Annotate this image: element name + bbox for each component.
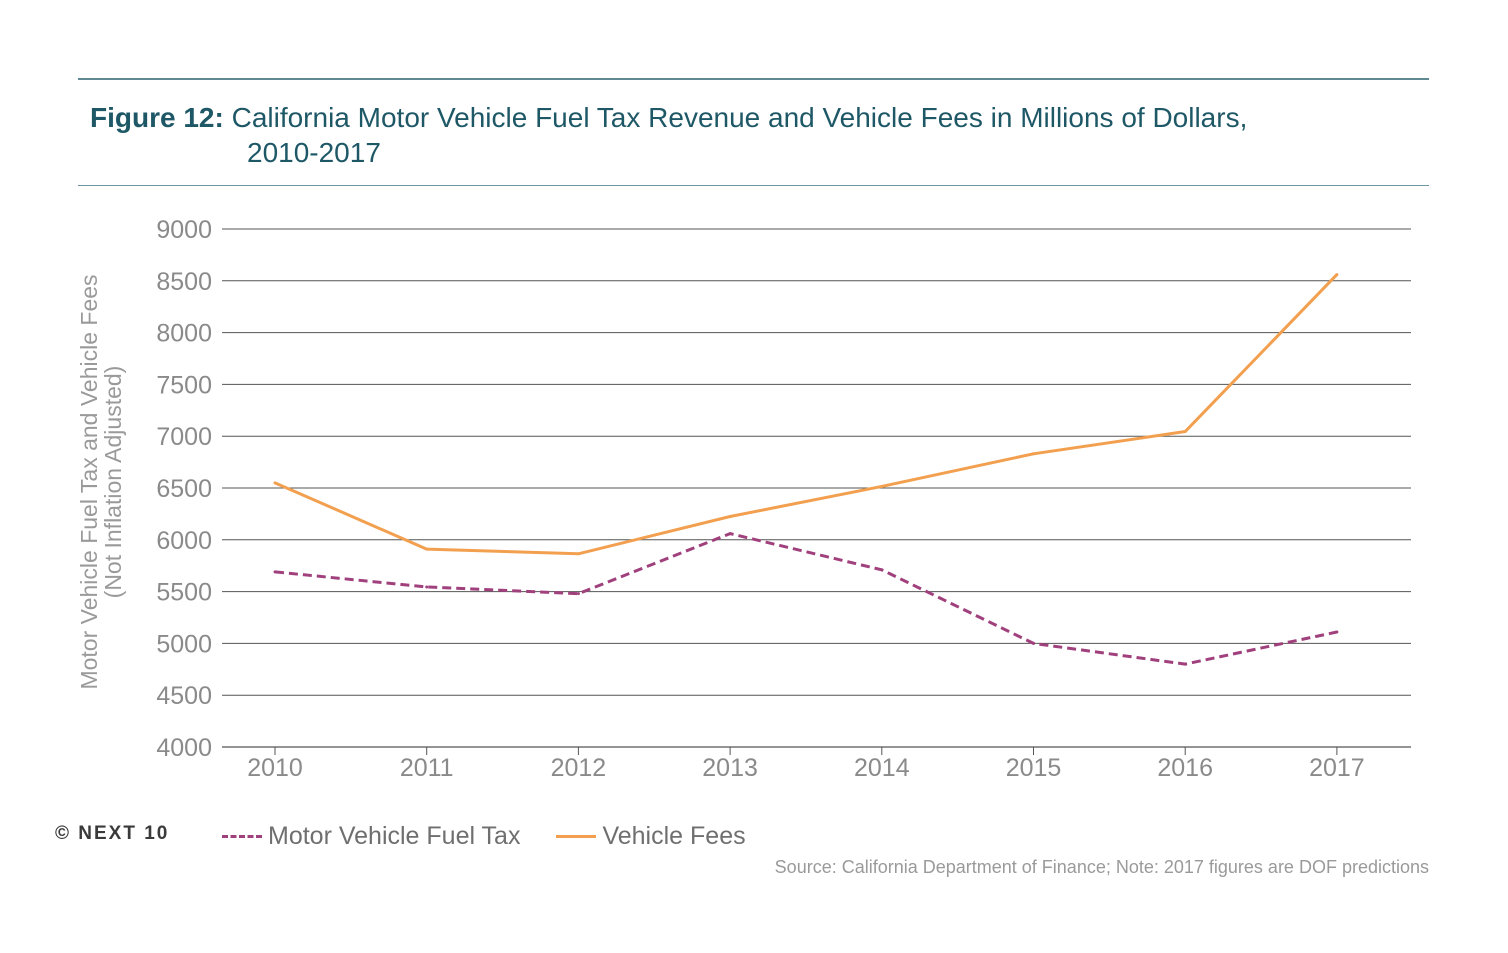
y-tick-label: 7500 — [156, 371, 212, 399]
source-note: Source: California Department of Finance… — [774, 857, 1429, 877]
y-axis-label-line1: Motor Vehicle Fuel Tax and Vehicle Fees — [76, 274, 102, 690]
x-tick-label: 2012 — [551, 754, 607, 782]
y-tick-label: 6500 — [156, 475, 212, 503]
x-tick-label: 2017 — [1309, 754, 1365, 782]
legend-label-fuel-tax: Motor Vehicle Fuel Tax — [268, 821, 521, 850]
data-point-fuel-tax — [425, 585, 429, 589]
data-point-vehicle-fees — [728, 514, 732, 518]
y-tick-label: 5000 — [156, 630, 212, 658]
data-point-vehicle-fees — [1335, 273, 1339, 277]
figure-title: Figure 12: California Motor Vehicle Fuel… — [90, 100, 1410, 170]
x-tick-label: 2015 — [1006, 754, 1062, 782]
legend-swatch-fuel-tax — [222, 834, 262, 838]
data-point-fuel-tax — [728, 532, 732, 536]
x-tick-label: 2010 — [247, 754, 303, 782]
x-tick-label: 2013 — [702, 754, 758, 782]
y-tick-label: 7000 — [156, 423, 212, 451]
x-tick-label: 2014 — [854, 754, 910, 782]
data-point-fuel-tax — [880, 568, 884, 572]
legend-label-vehicle-fees: Vehicle Fees — [602, 821, 746, 850]
y-axis-label-line2: (Not Inflation Adjusted) — [100, 365, 126, 599]
copyright-next10: © NEXT 10 — [55, 823, 170, 844]
data-point-fuel-tax — [1183, 662, 1187, 666]
data-point-vehicle-fees — [576, 552, 580, 556]
y-tick-label: 4000 — [156, 734, 212, 762]
figure-title-text-line2: 2010-2017 — [247, 137, 381, 168]
data-point-fuel-tax — [1335, 630, 1339, 634]
y-tick-label: 8500 — [156, 268, 212, 296]
y-tick-label: 5500 — [156, 579, 212, 607]
data-point-vehicle-fees — [273, 481, 277, 485]
data-point-vehicle-fees — [880, 484, 884, 488]
data-point-vehicle-fees — [1183, 430, 1187, 434]
x-tick-label: 2016 — [1157, 754, 1213, 782]
series-line-vehicle-fees — [274, 273, 1338, 556]
title-bottom-rule — [78, 185, 1429, 186]
data-point-fuel-tax — [273, 570, 277, 574]
data-point-fuel-tax — [576, 592, 580, 596]
y-tick-label: 9000 — [156, 216, 212, 244]
series-line-fuel-tax — [274, 532, 1338, 666]
legend-item-vehicle-fees: Vehicle Fees — [556, 821, 746, 851]
legend-swatch-vehicle-fees — [556, 834, 597, 838]
data-point-fuel-tax — [1032, 641, 1035, 645]
y-tick-label: 4500 — [156, 682, 212, 710]
legend-item-fuel-tax: Motor Vehicle Fuel Tax — [222, 822, 520, 851]
y-tick-label: 6000 — [156, 527, 212, 555]
data-point-vehicle-fees — [1032, 452, 1035, 456]
data-point-vehicle-fees — [425, 547, 429, 551]
x-tick-label: 2011 — [400, 754, 454, 782]
chart-legend: Motor Vehicle Fuel Tax Vehicle Fees — [222, 818, 782, 854]
y-tick-label: 8000 — [156, 320, 212, 348]
figure-title-text: California Motor Vehicle Fuel Tax Revenu… — [231, 102, 1248, 133]
figure-label: Figure 12: — [90, 102, 224, 133]
title-top-rule — [78, 78, 1429, 80]
